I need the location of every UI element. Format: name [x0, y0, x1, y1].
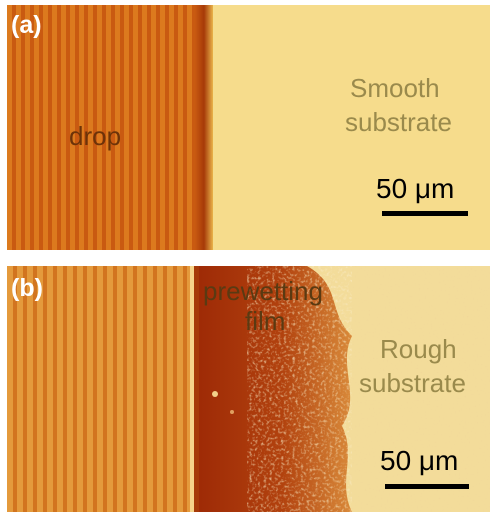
scale-label-a: 50 μm	[376, 173, 455, 204]
panel-a-letter: (a)	[11, 11, 42, 39]
film-dot	[230, 410, 234, 414]
contact-line-highlight	[190, 266, 194, 512]
panel-a-micrograph: (a) drop Smooth substrate 50 μm	[7, 5, 490, 250]
film-dot	[212, 391, 218, 397]
film-label-line2: film	[245, 306, 286, 336]
scale-bar-b	[385, 484, 469, 489]
contact-line	[195, 5, 213, 250]
rough-substrate-image	[7, 266, 490, 512]
rough-label-line2: substrate	[359, 368, 466, 398]
drop-region	[7, 5, 197, 250]
rough-label-line1: Rough	[380, 334, 457, 364]
scale-bar-a	[382, 211, 468, 216]
panel-b-micrograph: (b) prewetting film Rough substrate 50 μ…	[7, 266, 490, 512]
panel-b-letter: (b)	[11, 274, 43, 302]
contact-line-b	[194, 266, 199, 512]
smooth-label-line1: Smooth	[350, 73, 440, 103]
smooth-label-line2: substrate	[345, 107, 452, 137]
smooth-substrate-image	[7, 5, 490, 250]
scale-label-b: 50 μm	[380, 445, 459, 476]
drop-region-b	[7, 266, 193, 512]
drop-label: drop	[69, 121, 122, 151]
film-speckle-texture	[247, 266, 352, 512]
film-label-line1: prewetting	[203, 276, 323, 306]
